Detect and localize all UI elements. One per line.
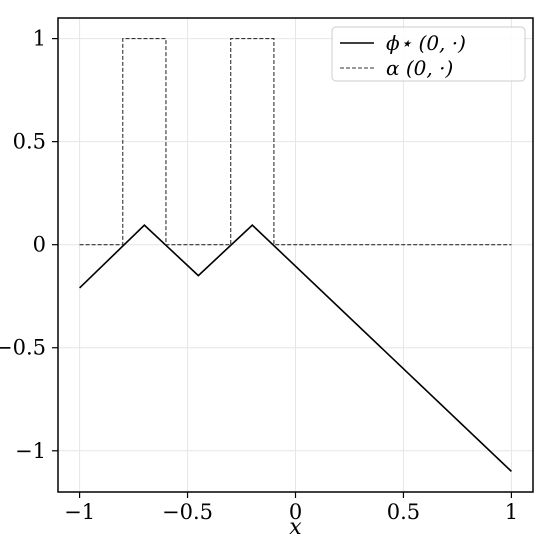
x-tick-label: 1 [505, 500, 518, 524]
series-line-2 [79, 38, 512, 246]
grid-lines [58, 18, 533, 492]
x-tick-label: 0.5 [387, 500, 420, 524]
series-line-1 [79, 224, 512, 472]
x-tick-label: 0 [289, 500, 302, 524]
y-tick-label: 0 [33, 233, 46, 257]
y-tick-label: 1 [33, 27, 46, 51]
x-axis-ticks: −1 −0.5 0 0.5 1 [64, 492, 518, 524]
y-tick-label: −1 [15, 439, 46, 463]
legend-box [331, 26, 526, 82]
y-tick-label: 0.5 [13, 130, 46, 154]
legend: ϕ⋆ (0, ·)α (0, ·) [331, 26, 526, 82]
x-axis-label: x [289, 515, 302, 540]
legend-label-1: ϕ⋆ (0, ·) [386, 31, 466, 55]
x-tick-label: −1 [64, 500, 95, 524]
plot-series [79, 38, 512, 472]
y-axis-ticks: 1 0.5 0 −0.5 −1 [0, 27, 58, 463]
x-tick-label: −0.5 [162, 500, 213, 524]
legend-label-2: α (0, ·) [386, 56, 453, 80]
y-tick-label: −0.5 [0, 336, 46, 360]
